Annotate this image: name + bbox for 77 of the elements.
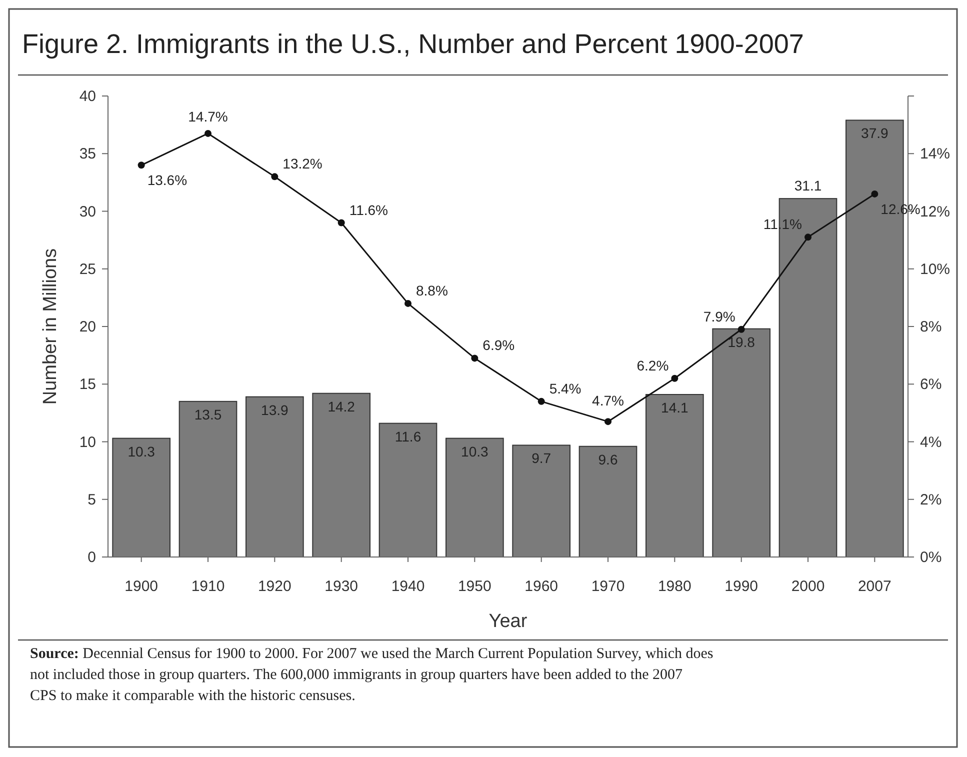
chart-title: Figure 2. Immigrants in the U.S., Number and Percent 1900-2007 — [22, 29, 804, 59]
data-label: 6.9% — [482, 337, 515, 354]
data-label: 19.8 — [728, 334, 756, 350]
y2-tick-label: 8% — [920, 318, 942, 336]
y-tick-label: 20 — [79, 318, 96, 336]
y-tick-label: 15 — [79, 376, 96, 394]
y-tick-label: 40 — [79, 88, 96, 105]
x-tick-label: 1950 — [458, 578, 492, 595]
y-tick-label: 25 — [79, 260, 96, 278]
bar — [646, 394, 704, 558]
point — [138, 162, 145, 169]
data-label: 7.9% — [703, 308, 736, 324]
point — [604, 418, 612, 426]
data-label: 9.6 — [598, 451, 618, 468]
data-label: 13.2% — [282, 156, 322, 172]
x-tick-label: 1900 — [124, 578, 158, 595]
x-tick-label: 1970 — [591, 578, 625, 595]
x-tick-label: 1990 — [724, 578, 758, 595]
data-label: 14.7% — [188, 108, 228, 124]
y2-tick-label: 14% — [920, 146, 950, 163]
x-tick-label: 1940 — [391, 578, 425, 595]
x-tick-label: 2007 — [858, 578, 892, 595]
x-tick-label: 1980 — [658, 578, 692, 595]
data-label: 8.8% — [416, 282, 448, 298]
point — [471, 354, 478, 362]
point — [338, 219, 345, 226]
y2-tick-label: 10% — [920, 260, 950, 278]
x-tick-label: 1910 — [191, 578, 225, 595]
source-note: Source: Decennial Census for 1900 to 2000. For 2007 we used the March Current Population Survey, which does not included those in group quarters. The 600,000 immigrants in group quarters have been added to the 2007 CPS to make it comparable with the historic censuses. — [30, 646, 714, 704]
data-label: 5.4% — [549, 380, 582, 396]
point — [538, 398, 545, 405]
y-tick-label: 10 — [79, 434, 96, 451]
bar — [712, 328, 770, 558]
bar — [246, 396, 304, 558]
bar — [178, 400, 238, 558]
x-axis-title: Year — [488, 611, 528, 632]
y2-tick-label: 2% — [920, 491, 942, 508]
bar — [312, 392, 370, 558]
data-label: 6.2% — [636, 357, 669, 374]
data-label: 13.6% — [147, 172, 188, 188]
point — [871, 190, 878, 198]
bar — [512, 444, 570, 558]
y2-tick-label: 6% — [920, 376, 942, 394]
point — [671, 374, 678, 382]
bar — [578, 446, 638, 558]
data-label: 14.1 — [661, 399, 689, 416]
y2-tick-label: 4% — [920, 434, 942, 451]
y-axis-title: Number in Millions — [40, 248, 61, 405]
y-tick-label: 5 — [88, 491, 96, 508]
data-label: 10.3 — [128, 443, 156, 460]
x-tick-label: 2000 — [791, 578, 825, 595]
x-tick-label: 1960 — [524, 578, 558, 595]
data-label: 13.9 — [261, 402, 289, 418]
data-label: 4.7% — [592, 392, 624, 409]
point — [404, 300, 412, 307]
data-label: 10.3 — [461, 443, 489, 460]
data-label: 13.5 — [194, 406, 222, 422]
bar — [446, 438, 504, 558]
y-tick-label: 30 — [79, 203, 96, 220]
point — [271, 173, 278, 180]
point — [804, 234, 812, 241]
y-tick-label: 0 — [88, 549, 96, 566]
data-label: 37.9 — [861, 125, 889, 142]
y-tick-label: 35 — [79, 146, 96, 163]
point — [738, 326, 745, 333]
data-label: 9.7 — [532, 450, 552, 466]
data-label: 11.6% — [349, 202, 388, 218]
data-label: 31.1 — [794, 178, 822, 194]
y2-tick-label: 0% — [920, 549, 942, 566]
y2-tick-label: 12% — [920, 203, 950, 220]
data-label: 14.2 — [328, 398, 356, 414]
x-tick-label: 1930 — [324, 578, 358, 595]
data-label: 11.6 — [394, 428, 422, 444]
bar — [378, 422, 438, 558]
x-tick-label: 1920 — [258, 578, 292, 595]
point — [204, 130, 212, 137]
bar — [112, 438, 170, 558]
